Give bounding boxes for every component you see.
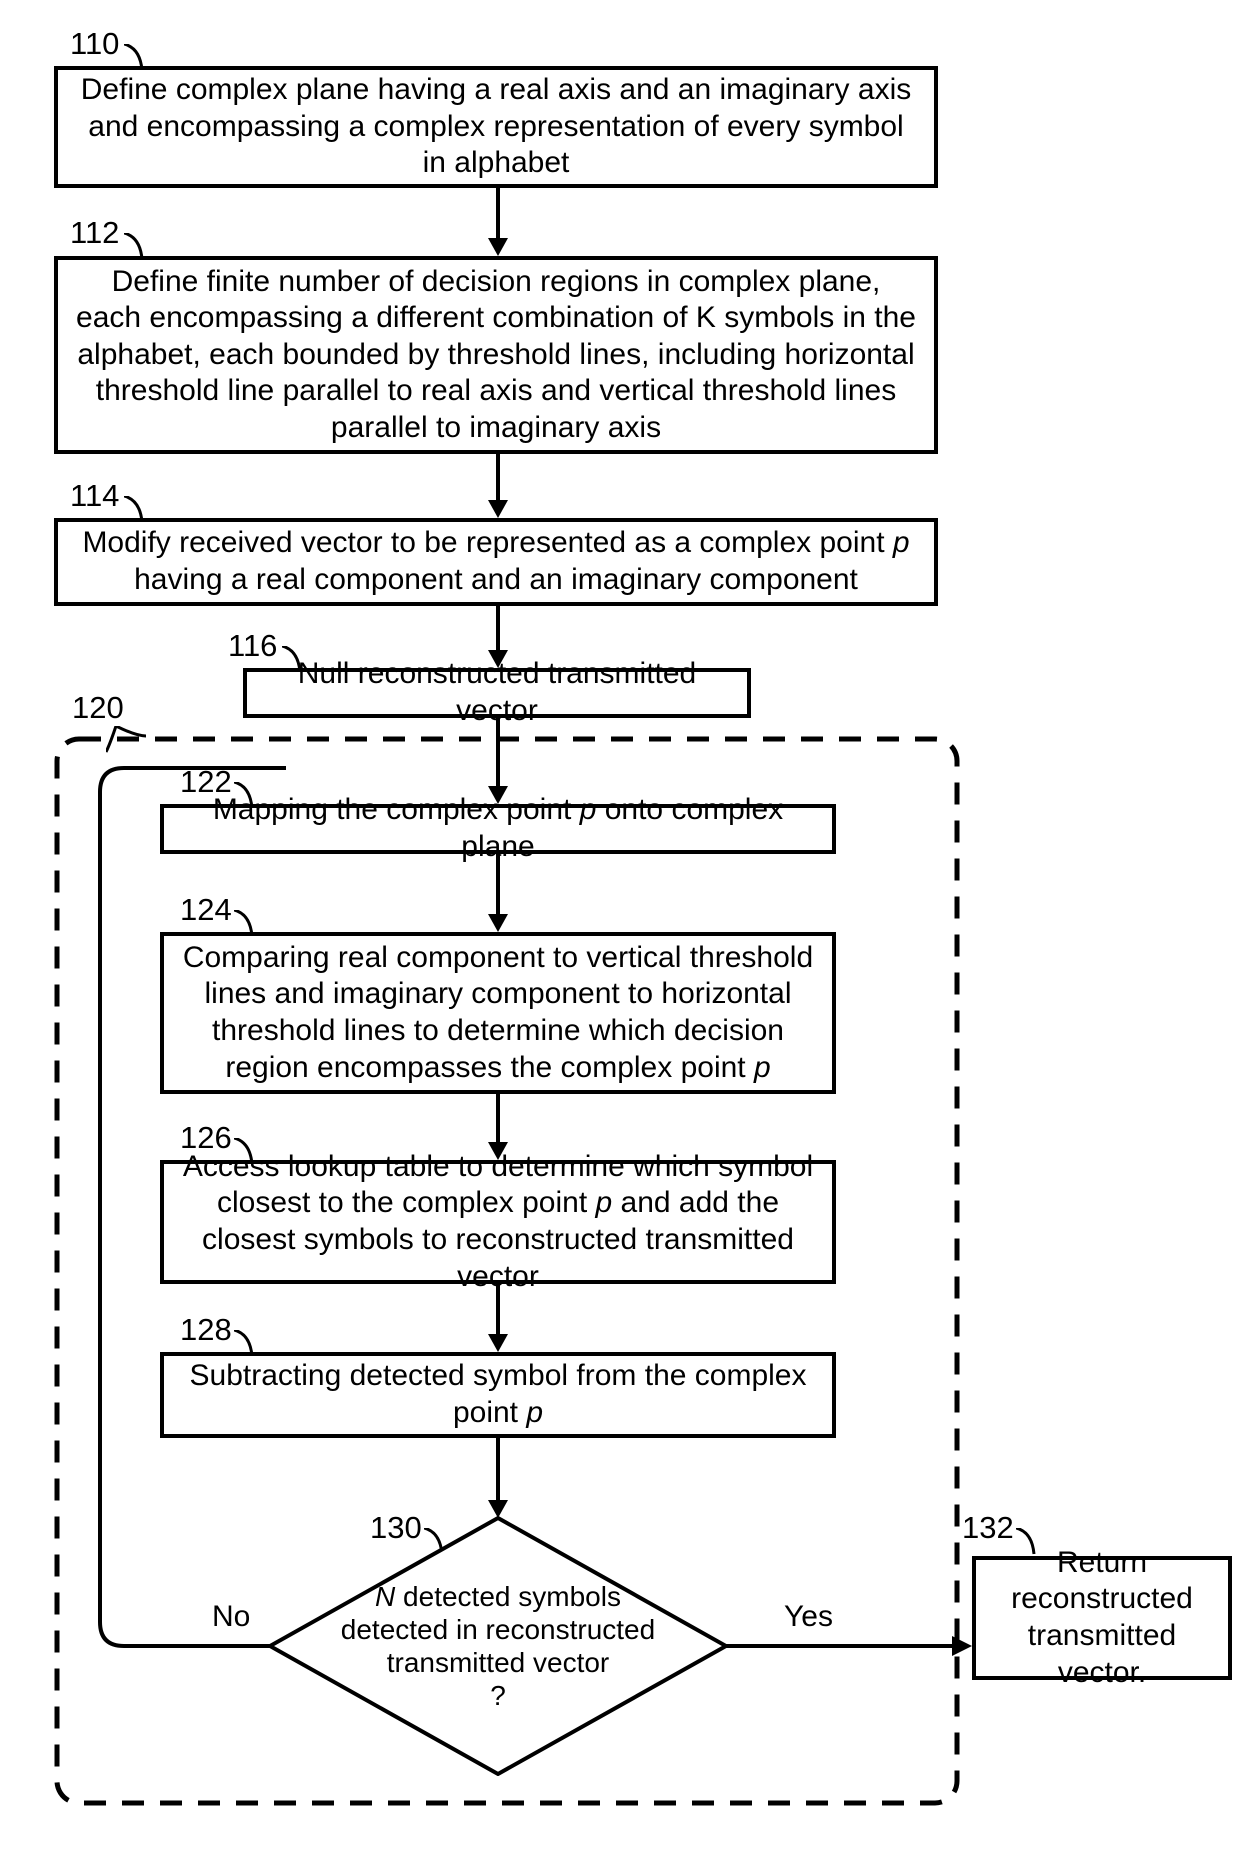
box-116: Null reconstructed transmitted vector xyxy=(243,668,751,718)
italic-p-4: p xyxy=(596,1186,613,1219)
box-110-text: Define complex plane having a real axis … xyxy=(76,72,916,182)
box-112-text: Define finite number of decision regions… xyxy=(76,264,916,447)
italic-p-5: p xyxy=(526,1396,543,1429)
arrow-128-130 xyxy=(484,1438,512,1520)
box-114-text: Modify received vector to be represented… xyxy=(76,525,916,598)
ref-112: 112 xyxy=(70,215,119,251)
arrow-112-114 xyxy=(484,454,512,520)
arrow-130-no-loop xyxy=(86,756,286,1666)
arrow-126-128 xyxy=(484,1284,512,1354)
box-114-text-a: Modify received vector to be represented… xyxy=(82,526,892,559)
decision-130-N: N xyxy=(375,1581,395,1612)
flowchart-canvas: 110 112 114 116 120 122 124 126 128 130 … xyxy=(0,0,1240,1856)
box-132-text: Return reconstructed transmitted vector. xyxy=(994,1545,1210,1691)
arrow-130-yes xyxy=(726,1632,974,1660)
box-132: Return reconstructed transmitted vector. xyxy=(972,1556,1232,1680)
arrow-110-112 xyxy=(484,188,512,258)
arrow-122-124 xyxy=(484,854,512,934)
italic-p: p xyxy=(893,526,910,559)
decision-130-q: ? xyxy=(490,1680,506,1711)
ref-132: 132 xyxy=(962,1510,1014,1546)
arrow-124-126 xyxy=(484,1094,512,1162)
box-112: Define finite number of decision regions… xyxy=(54,256,938,454)
ref-110: 110 xyxy=(70,26,119,62)
arrow-114-116 xyxy=(484,606,512,670)
ref-120: 120 xyxy=(72,690,124,726)
box-110: Define complex plane having a real axis … xyxy=(54,66,938,188)
decision-130-text: N detected symbols detected in reconstru… xyxy=(268,1516,728,1776)
box-114-text-b: having a real component and an imaginary… xyxy=(134,563,858,596)
ref-114: 114 xyxy=(70,478,119,514)
edge-yes-label: Yes xyxy=(784,1600,833,1634)
arrow-116-122 xyxy=(484,718,512,806)
italic-p-2: p xyxy=(580,793,597,826)
italic-p-3: p xyxy=(754,1051,771,1084)
edge-no-label: No xyxy=(212,1600,250,1634)
decision-130: N detected symbols detected in reconstru… xyxy=(268,1516,728,1776)
box-114: Modify received vector to be represented… xyxy=(54,518,938,606)
